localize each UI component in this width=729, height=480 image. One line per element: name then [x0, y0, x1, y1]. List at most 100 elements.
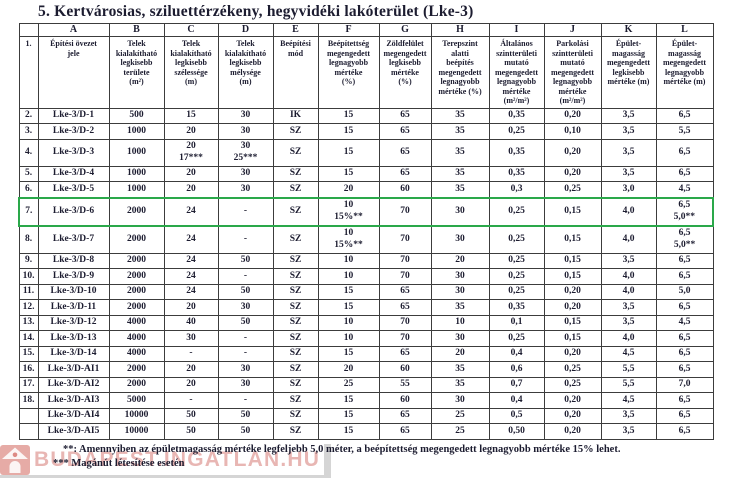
value-cell: SZ	[272, 181, 319, 198]
zone-code-cell: Lke-3/D-9	[37, 268, 110, 285]
value-cell: 35	[430, 299, 490, 316]
table-row-highlighted: 7. Lke-3/D-6 2000 24- SZ 10 15%** 70 30 0,25 0,15…	[18, 196, 714, 227]
document-page: 5. Kertvárosias, sziluettérzékeny, hegyv…	[0, 3, 729, 478]
value-cell: 24	[163, 196, 219, 227]
value-cell: 0,3	[488, 181, 545, 198]
value-cell: 6,5	[655, 165, 714, 182]
row-number: 18.	[18, 392, 39, 409]
value-cell: 50	[217, 283, 274, 300]
value-cell: 20	[163, 181, 219, 198]
value-cell: SZ	[272, 123, 319, 140]
table-row: 17. Lke-3/D-AI2 2000 20 30 SZ 25 55 35 0,7 0,25 5,5…	[18, 376, 714, 393]
value-cell: 5000	[108, 392, 165, 409]
value-cell: 65	[378, 123, 432, 140]
zone-code-cell: Lke-3/D-AI5	[37, 423, 110, 440]
value-cell: 35	[430, 361, 490, 378]
value-cell: 5,0	[655, 283, 714, 300]
value-cell: 0,7	[488, 376, 545, 393]
value-cell: 6,5	[655, 107, 714, 124]
value-cell: 6,5	[655, 392, 714, 409]
value-cell: -	[217, 268, 274, 285]
row-number: 8.	[18, 225, 39, 254]
value-cell: 60	[378, 181, 432, 198]
column-letter: G	[378, 23, 432, 37]
value-cell: 25	[430, 407, 490, 424]
value-cell: 1000	[108, 181, 165, 198]
table-row: Lke-3/D-AI5 10000 50 50 SZ 15 65 25 0,50 0,20 3,5 6…	[18, 423, 714, 440]
value-cell: SZ	[272, 376, 319, 393]
value-cell: 20	[163, 165, 219, 182]
value-cell: 65	[378, 407, 432, 424]
row-number	[18, 423, 39, 440]
column-header: Építési övezet jele	[37, 36, 110, 109]
zoning-table: A B C D E F G H I J K L 1. Építési övezet jele Telek k…	[18, 23, 714, 440]
table-row: 8. Lke-3/D-7 2000 24- SZ 10 15%** 70 30 0,25 0,15…	[18, 225, 714, 254]
value-cell: 3,5	[600, 165, 657, 182]
value-cell: 30	[217, 107, 274, 124]
value-cell: 5,5	[655, 123, 714, 140]
value-cell: 50	[217, 407, 274, 424]
value-cell: 0,20	[543, 138, 602, 167]
zone-code-cell: Lke-3/D-3	[37, 138, 110, 167]
zone-code-cell: Lke-3/D-AI1	[37, 361, 110, 378]
value-cell: -	[163, 392, 219, 409]
value-cell: 65	[378, 107, 432, 124]
value-cell: 3,5	[600, 407, 657, 424]
value-cell: IK	[272, 107, 319, 124]
row-number: 15.	[18, 345, 39, 362]
table-row: 14. Lke-3/D-13 4000 30- SZ 10 70 30 0,25 0,15 4,0 6…	[18, 330, 714, 347]
value-cell: 1000	[108, 123, 165, 140]
value-cell: 0,4	[488, 392, 545, 409]
zone-code-cell: Lke-3/D-1	[37, 107, 110, 124]
row-number: 14.	[18, 330, 39, 347]
page-title: 5. Kertvárosias, sziluettérzékeny, hegyv…	[38, 3, 474, 20]
column-letter: H	[430, 23, 490, 37]
value-cell: 65	[378, 165, 432, 182]
value-cell: 2000	[108, 361, 165, 378]
row-number: 11.	[18, 283, 39, 300]
value-cell: 20 17***	[163, 138, 219, 167]
value-cell: 6,5	[655, 138, 714, 167]
value-cell: 70	[378, 225, 432, 254]
value-cell: 10	[317, 314, 380, 331]
value-cell: 0,20	[543, 107, 602, 124]
zone-code-cell: Lke-3/D-4	[37, 165, 110, 182]
footnotes: **: Amennyiben az épületmagasság mértéke…	[0, 443, 729, 470]
value-cell: 10	[317, 330, 380, 347]
column-letter: C	[163, 23, 219, 37]
value-cell: 15	[317, 423, 380, 440]
value-cell: -	[163, 345, 219, 362]
value-cell: 7,0	[655, 376, 714, 393]
value-cell: 35	[430, 138, 490, 167]
value-cell: 30	[430, 196, 490, 227]
value-cell: 6,5	[655, 268, 714, 285]
column-letter: F	[317, 23, 380, 37]
value-cell: SZ	[272, 299, 319, 316]
value-cell: SZ	[272, 407, 319, 424]
value-cell: 0,25	[488, 330, 545, 347]
value-cell: 40	[163, 314, 219, 331]
value-cell: 50	[163, 423, 219, 440]
row-number: 17.	[18, 376, 39, 393]
value-cell: 20	[163, 123, 219, 140]
value-cell: 30	[430, 225, 490, 254]
column-letter: L	[655, 23, 714, 37]
value-cell: 1000	[108, 138, 165, 167]
value-cell: 50	[217, 314, 274, 331]
value-cell: 6,5	[655, 330, 714, 347]
column-letter: I	[488, 23, 545, 37]
column-letter: E	[272, 23, 319, 37]
value-cell: 5,5	[600, 361, 657, 378]
value-cell: 15	[317, 165, 380, 182]
value-cell: 10 15%**	[317, 196, 380, 227]
column-header: Parkolási szintterületi mutató megengede…	[543, 36, 602, 109]
zone-code-cell: Lke-3/D-13	[37, 330, 110, 347]
value-cell: 60	[378, 392, 432, 409]
zone-code-cell: Lke-3/D-AI2	[37, 376, 110, 393]
value-cell: SZ	[272, 314, 319, 331]
value-cell: 15	[317, 283, 380, 300]
row-number: 16.	[18, 361, 39, 378]
column-header: Telek kialakítható legkisebb területe (m…	[108, 36, 165, 109]
value-cell: 0,35	[488, 138, 545, 167]
value-cell: 55	[378, 376, 432, 393]
